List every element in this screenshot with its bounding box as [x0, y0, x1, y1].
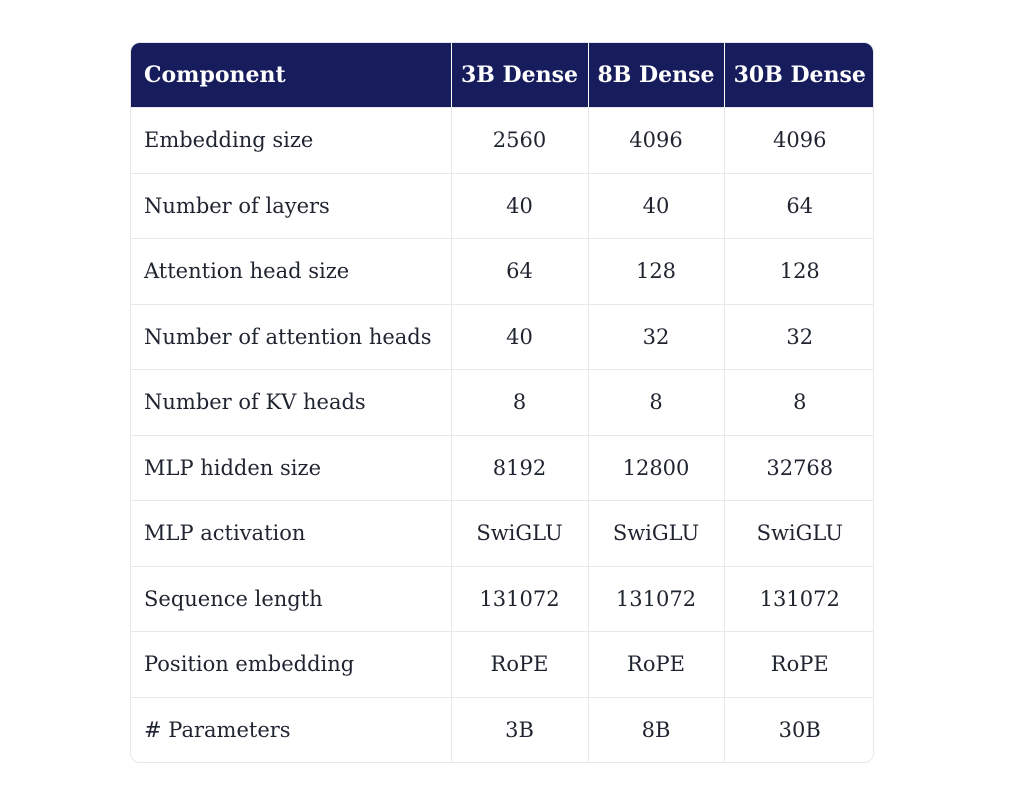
table-row: Sequence length 131072 131072 131072	[131, 565, 873, 632]
cell-3b: 40	[451, 172, 589, 239]
cell-30b: 4096	[724, 107, 873, 173]
table-row: Attention head size 64 128 128	[131, 238, 873, 304]
cell-8b: 4096	[588, 107, 725, 173]
table-row: MLP activation SwiGLU SwiGLU SwiGLU	[131, 500, 873, 566]
row-label: Position embedding	[131, 631, 452, 697]
cell-30b: 8	[724, 369, 873, 435]
column-header-30b-dense: 30B Dense	[724, 43, 873, 108]
header-row: Component 3B Dense 8B Dense 30B Dense	[131, 43, 873, 108]
table-body: Embedding size 2560 4096 4096 Number of …	[131, 107, 873, 762]
cell-3b: SwiGLU	[451, 500, 589, 566]
cell-30b: SwiGLU	[724, 500, 873, 566]
row-label: Number of attention heads	[131, 303, 452, 370]
cell-3b: 2560	[451, 107, 589, 173]
cell-30b: 128	[724, 238, 873, 304]
cell-8b: 8	[588, 369, 725, 435]
row-label: Number of layers	[131, 172, 452, 239]
table-row: MLP hidden size 8192 12800 32768	[131, 434, 873, 501]
table-row: # Parameters 3B 8B 30B	[131, 696, 873, 762]
cell-3b: 40	[451, 303, 589, 370]
comparison-table: Component 3B Dense 8B Dense 30B Dense Em…	[131, 43, 873, 762]
cell-8b: 128	[588, 238, 725, 304]
row-label: Sequence length	[131, 565, 452, 632]
table-row: Number of layers 40 40 64	[131, 172, 873, 239]
row-label: Attention head size	[131, 238, 452, 304]
cell-3b: 8	[451, 369, 589, 435]
cell-30b: 32768	[724, 434, 873, 501]
table-header: Component 3B Dense 8B Dense 30B Dense	[131, 43, 873, 108]
row-label: MLP activation	[131, 500, 452, 566]
column-header-component: Component	[131, 43, 452, 108]
cell-30b: 32	[724, 303, 873, 370]
table-row: Number of KV heads 8 8 8	[131, 369, 873, 435]
cell-8b: RoPE	[588, 631, 725, 697]
cell-8b: 131072	[588, 565, 725, 632]
cell-8b: 40	[588, 172, 725, 239]
cell-3b: 8192	[451, 434, 589, 501]
column-header-3b-dense: 3B Dense	[451, 43, 589, 108]
model-config-table: Component 3B Dense 8B Dense 30B Dense Em…	[130, 42, 874, 763]
cell-3b: 64	[451, 238, 589, 304]
row-label: MLP hidden size	[131, 434, 452, 501]
table-row: Number of attention heads 40 32 32	[131, 303, 873, 370]
cell-8b: 12800	[588, 434, 725, 501]
row-label: # Parameters	[131, 696, 452, 762]
row-label: Number of KV heads	[131, 369, 452, 435]
row-label: Embedding size	[131, 107, 452, 173]
cell-3b: RoPE	[451, 631, 589, 697]
table-row: Embedding size 2560 4096 4096	[131, 107, 873, 173]
cell-30b: RoPE	[724, 631, 873, 697]
column-header-8b-dense: 8B Dense	[588, 43, 725, 108]
cell-3b: 131072	[451, 565, 589, 632]
cell-30b: 131072	[724, 565, 873, 632]
cell-30b: 64	[724, 172, 873, 239]
cell-8b: 32	[588, 303, 725, 370]
cell-3b: 3B	[451, 696, 589, 762]
cell-8b: 8B	[588, 696, 725, 762]
cell-8b: SwiGLU	[588, 500, 725, 566]
cell-30b: 30B	[724, 696, 873, 762]
table-row: Position embedding RoPE RoPE RoPE	[131, 631, 873, 697]
